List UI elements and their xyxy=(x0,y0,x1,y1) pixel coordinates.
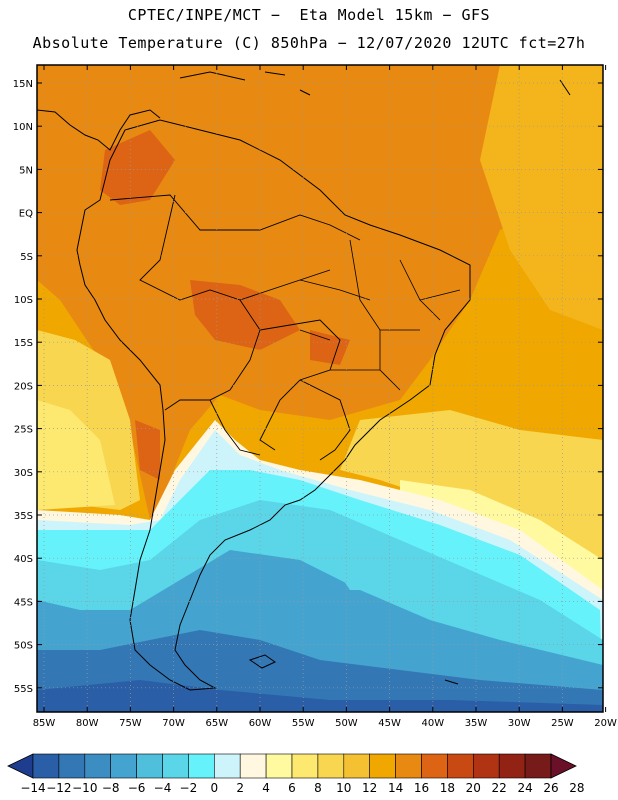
pacific-light-yellow-band xyxy=(37,400,115,510)
colorbar-tick-label: 20 xyxy=(466,781,481,795)
colorbar-box xyxy=(265,753,293,779)
colorbar-tick-label: 6 xyxy=(288,781,296,795)
colorbar-tick-label: 14 xyxy=(388,781,403,795)
colorbar-box xyxy=(84,753,112,779)
colorbar-tick-label: 26 xyxy=(543,781,558,795)
lat-label: 10S xyxy=(14,295,33,306)
temperature-field xyxy=(37,65,603,712)
colorbar-left-arrow xyxy=(7,753,34,779)
central-america-coastline xyxy=(37,109,161,151)
colorbar-box xyxy=(162,753,189,779)
colorbar-box xyxy=(58,753,86,779)
falkland-islands xyxy=(248,654,276,669)
ocean-warm-band xyxy=(480,65,603,330)
lat-label: 55S xyxy=(14,684,33,695)
lat-label: 15N xyxy=(13,79,33,90)
lon-label: 40W xyxy=(421,718,444,729)
lat-label: 50S xyxy=(14,641,33,652)
colorbar-box xyxy=(447,753,474,779)
south-georgia xyxy=(444,679,459,685)
atlantic-yellow-band xyxy=(340,410,603,620)
lon-label: 55W xyxy=(292,718,315,729)
colorbar-box xyxy=(421,753,448,779)
colorbar-box xyxy=(524,753,552,779)
colorbar-box xyxy=(343,753,370,779)
lat-label: 45S xyxy=(14,597,33,608)
lat-label: 15S xyxy=(14,338,33,349)
lat-label: 25S xyxy=(14,425,33,436)
lon-label: 70W xyxy=(162,718,185,729)
colorbar-tick-label: 12 xyxy=(362,781,377,795)
colorbar-box xyxy=(317,753,345,779)
colorbar-box xyxy=(32,753,60,779)
colorbar-tick-label: −14 xyxy=(20,781,45,795)
colorbar-tick-label: −10 xyxy=(72,781,97,795)
colorbar-tick-label: 24 xyxy=(517,781,532,795)
longitude-labels: 85W 80W 75W 70W 65W 60W 55W 50W 45W 40W 35W 30W 25W 2… xyxy=(33,718,617,729)
colorbar-tick-label: 4 xyxy=(262,781,270,795)
colorbar xyxy=(7,753,577,779)
brazil-states xyxy=(299,239,461,391)
lon-label: 30W xyxy=(508,718,531,729)
colorbar-tick-label: −4 xyxy=(154,781,172,795)
colorbar-box xyxy=(239,753,267,779)
hot-spot-andes xyxy=(135,420,160,480)
deepest-blue-band xyxy=(37,680,603,712)
lon-label: 80W xyxy=(76,718,99,729)
lat-label: 30S xyxy=(14,468,33,479)
lat-label: 10N xyxy=(13,122,33,133)
latitude-labels: 15N 10N 5N EQ 5S 10S 15S 20S 25S 30S 35S 40S 45S 50S 5… xyxy=(13,79,33,695)
map-title-line1: CPTEC/INPE/MCT − Eta Model 15km − GFS xyxy=(127,6,491,24)
colorbar-box xyxy=(472,753,500,779)
lat-label: 40S xyxy=(14,554,33,565)
lon-label: 75W xyxy=(119,718,142,729)
colorbar-tick-label: 8 xyxy=(314,781,322,795)
lon-label: 25W xyxy=(551,718,574,729)
cold-patch xyxy=(330,550,420,590)
caribbean-islands xyxy=(179,71,571,96)
hot-spot-north xyxy=(100,130,175,205)
lon-label: 35W xyxy=(465,718,488,729)
lon-label: 20W xyxy=(594,718,617,729)
lon-label: 45W xyxy=(378,718,401,729)
lat-label: 5S xyxy=(20,252,33,263)
colorbar-box xyxy=(188,753,215,779)
colorbar-tick-label: 16 xyxy=(414,781,429,795)
colorbar-box xyxy=(369,753,396,779)
lat-label: 20S xyxy=(14,381,33,392)
colorbar-box xyxy=(395,753,422,779)
colorbar-labels: −14 −12 −10 −8 −6 −4 −2 0 2 4 6 8 10 12 14 16 18 20 22 24 26… xyxy=(20,781,584,795)
orange-band xyxy=(37,65,603,520)
hot-spot-central xyxy=(190,280,300,350)
hot-spot-east xyxy=(310,330,350,365)
colorbar-box xyxy=(214,753,241,779)
colorbar-tick-label: 10 xyxy=(336,781,351,795)
colorbar-tick-label: −2 xyxy=(180,781,198,795)
lon-label: 50W xyxy=(335,718,358,729)
map-frame xyxy=(36,64,604,713)
south-america-coastline xyxy=(76,119,471,691)
colorbar-tick-label: 2 xyxy=(236,781,244,795)
colorbar-box xyxy=(136,753,163,779)
colorbar-tick-label: −12 xyxy=(46,781,71,795)
colorbar-box xyxy=(498,753,526,779)
colorbar-tick-label: 18 xyxy=(440,781,455,795)
axis-ticks xyxy=(37,65,607,712)
colorbar-right-arrow xyxy=(550,753,577,779)
lat-label: EQ xyxy=(19,209,33,220)
lon-label: 60W xyxy=(249,718,272,729)
colorbar-tick-label: 22 xyxy=(492,781,507,795)
lon-label: 65W xyxy=(205,718,228,729)
colorbar-tick-label: 28 xyxy=(569,781,584,795)
colorbar-tick-label: 0 xyxy=(210,781,218,795)
colorbar-tick-label: −6 xyxy=(128,781,146,795)
lat-label: 5N xyxy=(19,165,33,176)
map-title-line2: Absolute Temperature (C) 850hPa − 12/07/… xyxy=(32,34,586,52)
colorbar-box xyxy=(291,753,319,779)
colorbar-box xyxy=(110,753,137,779)
lat-label: 35S xyxy=(14,511,33,522)
colorbar-tick-label: −8 xyxy=(102,781,120,795)
lon-label: 85W xyxy=(33,718,56,729)
